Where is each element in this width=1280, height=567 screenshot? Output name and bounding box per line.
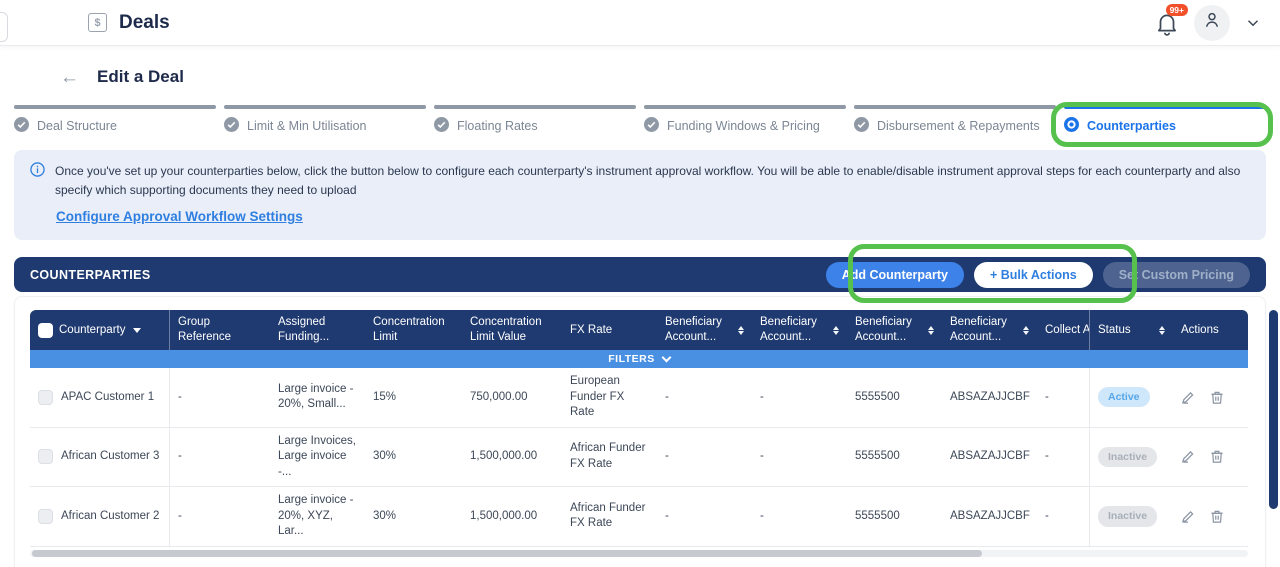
column-header-concentration-limit-value: Concentration Limit Value (462, 310, 562, 350)
info-icon (30, 162, 45, 199)
delete-icon[interactable] (1210, 509, 1224, 524)
check-circle-icon (644, 117, 659, 135)
table-row[interactable]: APAC Customer 1 - Large invoice - 20%, S… (30, 368, 1248, 428)
wizard-stepper: Deal Structure Limit & Min Utilisation F… (14, 105, 1266, 135)
column-header-beneficiary-account-2[interactable]: Beneficiary Account... (752, 310, 847, 350)
page-title: Edit a Deal (97, 67, 184, 87)
back-button[interactable]: ← (60, 68, 79, 87)
column-header-beneficiary-account-1[interactable]: Beneficiary Account... (657, 310, 752, 350)
counterparties-table: Counterparty Group Reference Assigned Fu… (30, 310, 1248, 557)
status-badge: Inactive (1098, 447, 1157, 467)
notification-count-badge: 99+ (1166, 4, 1188, 17)
section-title: COUNTERPARTIES (30, 268, 151, 282)
column-header-counterparty[interactable]: Counterparty (30, 310, 170, 350)
tab-counterparties[interactable]: Counterparties (1064, 105, 1266, 135)
table-row[interactable]: African Customer 2 - Large invoice - 20%… (30, 487, 1248, 547)
delete-icon[interactable] (1210, 390, 1224, 405)
info-banner: Once you've set up your counterparties b… (14, 150, 1266, 240)
sort-icon[interactable] (1159, 326, 1165, 335)
check-circle-icon (854, 117, 869, 135)
sort-icon[interactable] (833, 326, 839, 335)
set-custom-pricing-button[interactable]: Set Custom Pricing (1103, 262, 1250, 288)
top-bar: $ Deals 99+ (0, 0, 1280, 45)
counterparties-section-bar: COUNTERPARTIES Add Counterparty + Bulk A… (14, 257, 1266, 292)
sort-icon[interactable] (738, 326, 744, 335)
bell-icon (1154, 23, 1180, 40)
notifications-button[interactable]: 99+ (1154, 10, 1180, 36)
row-checkbox[interactable] (38, 449, 53, 464)
select-all-checkbox[interactable] (38, 323, 53, 338)
page-vertical-scrollbar[interactable] (1269, 310, 1278, 509)
row-checkbox[interactable] (38, 390, 53, 405)
tab-deal-structure[interactable]: Deal Structure (14, 105, 216, 135)
edit-icon[interactable] (1181, 509, 1196, 524)
edit-icon[interactable] (1181, 449, 1196, 464)
status-badge: Inactive (1098, 506, 1157, 526)
edit-icon[interactable] (1181, 390, 1196, 405)
column-header-concentration-limit: Concentration Limit (365, 310, 462, 350)
status-badge: Active (1098, 387, 1150, 407)
row-checkbox[interactable] (38, 509, 53, 524)
radio-active-icon (1064, 117, 1079, 135)
chevron-down-icon (661, 353, 671, 363)
delete-icon[interactable] (1210, 449, 1224, 464)
tab-limit-min-utilisation[interactable]: Limit & Min Utilisation (224, 105, 426, 135)
tab-floating-rates[interactable]: Floating Rates (434, 105, 636, 135)
tab-funding-windows-pricing[interactable]: Funding Windows & Pricing (644, 105, 846, 135)
tab-disbursement-repayments[interactable]: Disbursement & Repayments (854, 105, 1056, 135)
check-circle-icon (14, 117, 29, 135)
column-header-assigned-funding: Assigned Funding... (270, 310, 365, 350)
filters-toggle[interactable]: FILTERS (30, 350, 1248, 368)
table-row[interactable]: African Customer 3 - Large Invoices, Lar… (30, 428, 1248, 488)
user-avatar-button[interactable] (1194, 5, 1230, 41)
table-header-row: Counterparty Group Reference Assigned Fu… (30, 310, 1248, 350)
sidebar-edge[interactable] (0, 12, 8, 42)
banner-text: Once you've set up your counterparties b… (55, 162, 1248, 199)
counterparty-dropdown-icon[interactable] (133, 328, 141, 333)
scrollbar-thumb[interactable] (32, 550, 982, 557)
person-icon (1202, 10, 1222, 35)
add-counterparty-button[interactable]: Add Counterparty (826, 262, 964, 288)
column-header-fx-rate: FX Rate (562, 310, 657, 350)
counterparties-table-card: Counterparty Group Reference Assigned Fu… (14, 296, 1266, 567)
sort-icon[interactable] (1023, 326, 1029, 335)
bulk-actions-button[interactable]: + Bulk Actions (974, 262, 1093, 288)
column-header-beneficiary-account-3[interactable]: Beneficiary Account... (847, 310, 942, 350)
table-horizontal-scrollbar[interactable] (30, 550, 1248, 557)
column-header-collection-account: Collect Account... (1037, 310, 1089, 350)
column-header-actions: Actions (1173, 310, 1248, 350)
check-circle-icon (224, 117, 239, 135)
column-header-group-reference: Group Reference (170, 310, 270, 350)
configure-approval-workflow-link[interactable]: Configure Approval Workflow Settings (56, 209, 303, 224)
check-circle-icon (434, 117, 449, 135)
sort-icon[interactable] (928, 326, 934, 335)
column-header-beneficiary-account-4[interactable]: Beneficiary Account... (942, 310, 1037, 350)
app-title: Deals (119, 12, 170, 34)
deals-dollar-icon: $ (88, 13, 107, 32)
column-header-status[interactable]: Status (1089, 310, 1173, 350)
account-menu-chevron-icon[interactable] (1244, 14, 1262, 32)
